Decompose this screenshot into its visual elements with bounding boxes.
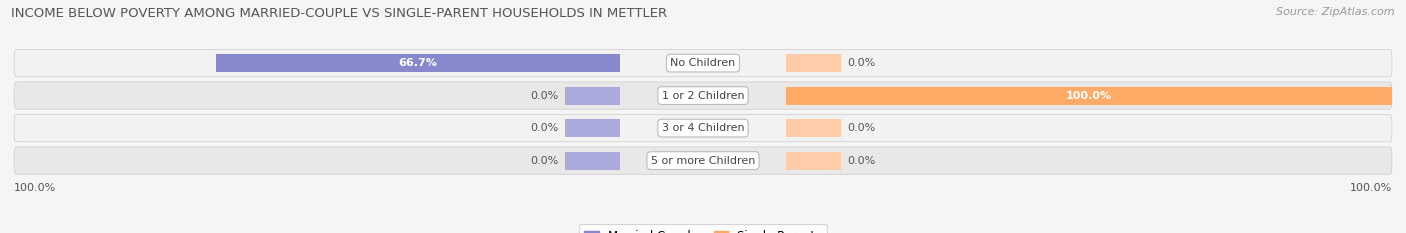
Text: 100.0%: 100.0% [1066,91,1112,101]
Bar [786,87,1392,105]
Text: No Children: No Children [671,58,735,68]
Bar [786,152,841,170]
Legend: Married Couples, Single Parents: Married Couples, Single Parents [579,224,827,233]
Text: 66.7%: 66.7% [399,58,437,68]
FancyBboxPatch shape [14,49,1392,77]
Text: 5 or more Children: 5 or more Children [651,156,755,166]
Bar [786,54,841,72]
Text: 1 or 2 Children: 1 or 2 Children [662,91,744,101]
Bar [565,119,620,137]
Text: 0.0%: 0.0% [848,123,876,133]
Text: 0.0%: 0.0% [530,123,558,133]
FancyBboxPatch shape [14,114,1392,142]
Text: 0.0%: 0.0% [848,58,876,68]
Text: 0.0%: 0.0% [530,91,558,101]
Text: INCOME BELOW POVERTY AMONG MARRIED-COUPLE VS SINGLE-PARENT HOUSEHOLDS IN METTLER: INCOME BELOW POVERTY AMONG MARRIED-COUPL… [11,7,668,20]
Bar [217,54,620,72]
FancyBboxPatch shape [14,82,1392,109]
Bar [565,87,620,105]
Text: 100.0%: 100.0% [14,183,56,193]
Bar [565,152,620,170]
Text: 100.0%: 100.0% [1350,183,1392,193]
Text: 0.0%: 0.0% [848,156,876,166]
FancyBboxPatch shape [14,147,1392,174]
Text: Source: ZipAtlas.com: Source: ZipAtlas.com [1277,7,1395,17]
Text: 3 or 4 Children: 3 or 4 Children [662,123,744,133]
Text: 0.0%: 0.0% [530,156,558,166]
Bar [786,119,841,137]
